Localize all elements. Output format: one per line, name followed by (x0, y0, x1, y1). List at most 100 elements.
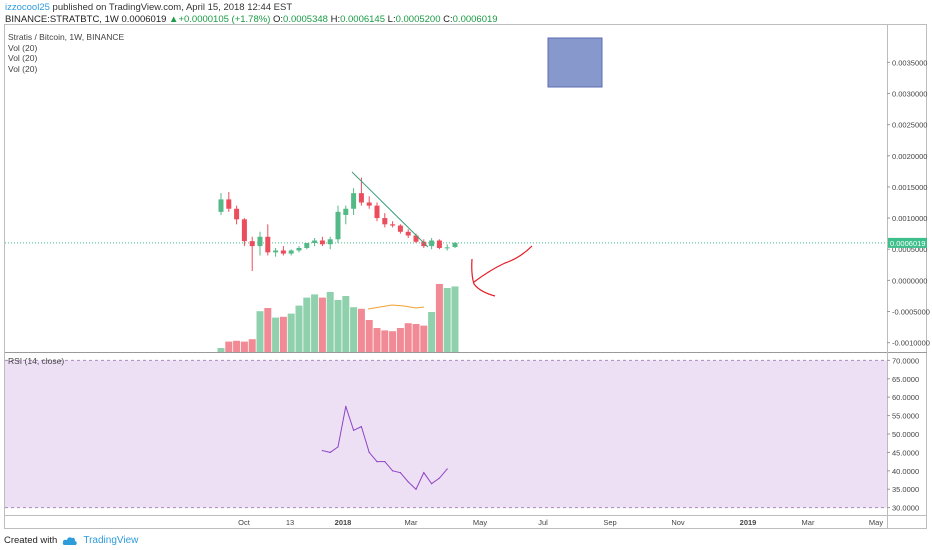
candle (382, 213, 388, 228)
rsi-tick-label: 35.0000 (892, 485, 919, 494)
rsi-tick-label: 30.0000 (892, 504, 919, 513)
candle-body (397, 225, 403, 232)
volume-bar (334, 300, 342, 352)
candle (444, 244, 450, 251)
rsi-point (353, 429, 355, 431)
published-text: published on TradingView.com, April 15, … (52, 2, 293, 13)
volume-bar (295, 305, 303, 352)
volume-bar (272, 317, 280, 352)
rsi-point (438, 477, 440, 479)
candle (343, 205, 349, 225)
rsi-point (415, 488, 417, 490)
time-tick-label: May (869, 518, 883, 527)
chart-legend: Stratis / Bitcoin, 1W, BINANCE Vol (20) … (8, 32, 124, 74)
candle (280, 246, 286, 256)
volume-bar (264, 308, 272, 352)
volume-bar (318, 297, 326, 352)
candle-body (273, 250, 279, 253)
candle-body (249, 241, 255, 247)
volume-bar (365, 320, 373, 352)
rsi-tick-label: 70.0000 (892, 356, 919, 365)
time-tick-label: 2018 (335, 518, 352, 527)
volume-bar (443, 288, 451, 352)
candle (335, 205, 341, 243)
price-tick-label: -0.0010000 (892, 339, 930, 348)
rsi-tick-label: 60.0000 (892, 393, 919, 402)
candle-body (265, 236, 271, 253)
candle (405, 229, 411, 239)
candle (304, 243, 310, 250)
legend-title[interactable]: Stratis / Bitcoin, 1W, BINANCE (8, 32, 125, 42)
candle-body (413, 235, 419, 242)
candle (397, 224, 403, 234)
volume-bar (342, 296, 350, 352)
candle-body (327, 239, 333, 245)
time-tick-label: Mar (802, 518, 815, 527)
change-text: +0.0000105 (+1.78%) (178, 14, 271, 25)
volume-bar (303, 297, 311, 352)
candle-body (382, 218, 388, 225)
candle (249, 236, 255, 272)
candle (265, 224, 271, 256)
legend-vol-3[interactable]: Vol (20) (8, 63, 38, 74)
price-tick-label: 0.0020000 (892, 152, 927, 161)
tradingview-logo-text[interactable]: TradingView (83, 535, 139, 546)
candle-body (374, 205, 380, 219)
author-name[interactable]: izzocool25 (5, 2, 50, 13)
candle-body (421, 241, 427, 247)
candle-body (280, 250, 286, 254)
legend-vol-1[interactable]: Vol (20) (8, 42, 38, 53)
chart-frame (4, 24, 927, 529)
rsi-legend[interactable]: RSI (14, close) (8, 356, 65, 366)
rsi-tick-label: 50.0000 (892, 430, 919, 439)
candle (390, 221, 396, 228)
price-tick-label: 0.0030000 (892, 90, 927, 99)
candle (436, 239, 442, 250)
time-tick-label: Sep (603, 518, 616, 527)
price-tick-label: 0.0005000 (892, 245, 927, 254)
time-tick-label: 2019 (740, 518, 757, 527)
created-with-text: Created with (4, 535, 58, 546)
rsi-tick-label: 65.0000 (892, 375, 919, 384)
high-value: 0.0006145 (340, 14, 386, 25)
rsi-point (399, 472, 401, 474)
volume-bar (279, 316, 287, 352)
candle (257, 231, 263, 256)
candle-body (390, 224, 396, 226)
volume-bar (373, 328, 381, 352)
volume-bar (240, 341, 248, 352)
volume-bar (420, 325, 428, 352)
rsi-point (384, 461, 386, 463)
candle-body (319, 240, 325, 245)
legend-vol-2[interactable]: Vol (20) (8, 53, 38, 63)
time-tick-label: Mar (405, 518, 418, 527)
last-price-marker (888, 237, 927, 248)
candle-body (288, 250, 294, 254)
rsi-band (5, 360, 887, 508)
candle-body (296, 247, 302, 251)
volume-bar (396, 328, 404, 352)
volume-bar (256, 311, 264, 352)
triangle-up-icon: ▲ (169, 14, 179, 25)
rsi-point (345, 405, 347, 407)
candle-body (436, 240, 442, 248)
candle (358, 177, 364, 206)
time-tick-label: Nov (671, 518, 685, 527)
time-tick-label: Jul (538, 518, 548, 527)
last-price: 0.0006019 (121, 14, 167, 25)
volume-bar (435, 284, 443, 352)
volume-bar (428, 312, 436, 352)
volume-bar (287, 313, 295, 352)
price-tick-label: 0.0025000 (892, 121, 927, 130)
publish-line: izzocool25 published on TradingView.com,… (5, 2, 292, 13)
volume-bar (248, 339, 256, 352)
candle-body (429, 240, 435, 247)
price-tick-label: 0.0035000 (892, 58, 927, 67)
rsi-point (337, 446, 339, 448)
candle-body (218, 199, 224, 212)
rsi-point (368, 451, 370, 454)
candle (319, 236, 325, 247)
candle-body (234, 208, 240, 220)
rsi-tick-label: 55.0000 (892, 412, 919, 421)
